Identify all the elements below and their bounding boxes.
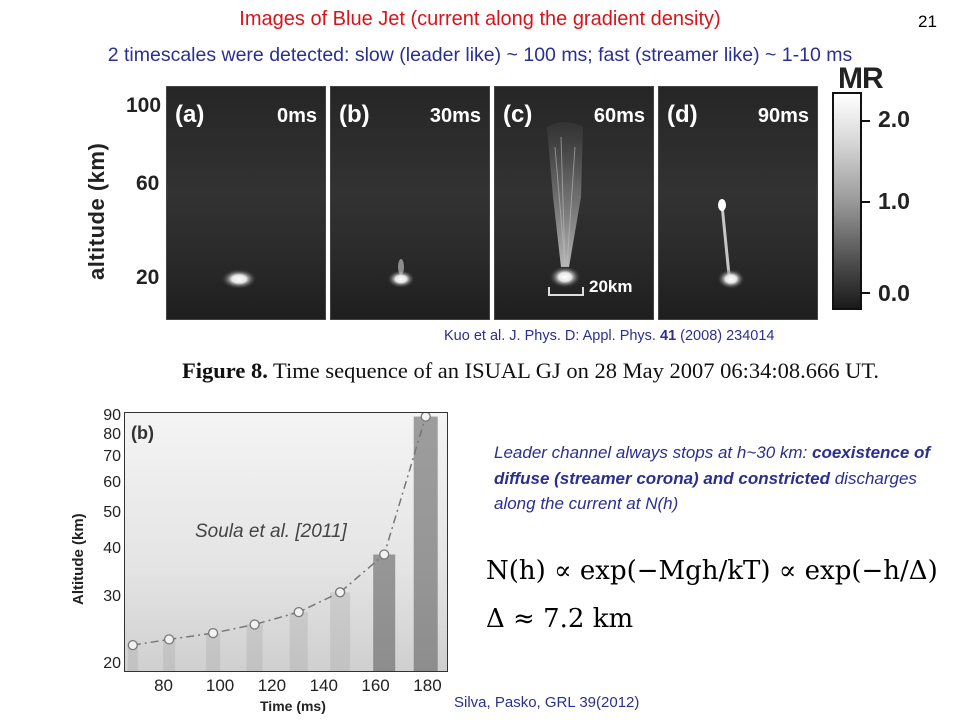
soula-x-tick: 160 — [361, 676, 390, 695]
slide-subtitle: 2 timescales were detected: slow (leader… — [107, 44, 853, 66]
soula-panel-label: (b) — [131, 423, 154, 443]
panel-label: (d) — [667, 101, 698, 128]
soula-x-tick: 100 — [205, 676, 235, 695]
soula-streak — [373, 554, 396, 671]
soula-y-tick: 30 — [103, 587, 121, 605]
soula-y-tick: 80 — [103, 426, 121, 443]
colorbar-label: MR — [838, 62, 884, 95]
soula-data-point — [127, 639, 138, 651]
soula-x-tick: 180 — [413, 676, 442, 695]
panel-a-image — [167, 87, 325, 319]
panel-time: 0ms — [276, 105, 317, 127]
soula-streak — [246, 624, 263, 671]
panel-time: 60ms — [593, 105, 645, 127]
silva-citation: Silva, Pasko, GRL 39(2012) — [454, 694, 640, 711]
soula-y-tick: 50 — [103, 503, 121, 521]
soula-streak — [289, 612, 308, 671]
soula-x-axis-label: Time (ms) — [260, 698, 326, 714]
soula-chart-svg — [125, 413, 447, 671]
colorbar-tick-mark — [862, 120, 870, 122]
slide-title: Images of Blue Jet (current along the gr… — [239, 8, 721, 30]
colorbar-tick: 2.0 — [878, 106, 910, 132]
figure8-y-tick: 60 — [136, 172, 160, 195]
figure8-y-axis-label: altitude (km) — [84, 142, 109, 280]
soula-annotation: Soula et al. [2011] — [195, 521, 347, 542]
soula-data-point — [334, 587, 346, 598]
figure8-panel-a: (a) 0ms — [166, 86, 326, 320]
soula-streak — [330, 592, 351, 671]
panel-c-image — [495, 87, 653, 319]
scale-bar-label: 20km — [589, 277, 633, 296]
soula-y-tick: 60 — [103, 473, 121, 491]
panel-time: 90ms — [757, 105, 809, 127]
panel-label: (c) — [503, 101, 533, 128]
slide-number: 21 — [918, 12, 937, 31]
figure8-y-tick: 20 — [136, 266, 160, 289]
soula-data-point — [379, 549, 390, 560]
colorbar-tick: 1.0 — [878, 188, 910, 214]
soula-y-ticks: 90 80 70 60 50 40 30 20 — [92, 407, 124, 672]
soula-x-tick: 120 — [257, 676, 287, 695]
soula-fit-curve — [132, 416, 427, 646]
kuo-citation: Kuo et al. J. Phys. D: Appl. Phys. 41 (2… — [444, 328, 775, 344]
soula-x-tick: 140 — [309, 676, 338, 695]
soula-data-point — [207, 627, 219, 639]
scale-height-formula: Δ ≈ 7.2 km — [486, 604, 634, 634]
soula-y-tick: 40 — [103, 540, 121, 558]
soula-streak — [413, 416, 438, 671]
soula-y-tick: 70 — [103, 448, 121, 465]
figure8-y-tick: 100 — [126, 94, 162, 117]
soula-streaks — [127, 416, 438, 671]
soula-x-ticks: 80 100 120 140 160 180 — [124, 676, 448, 698]
soula-data-point — [293, 606, 304, 618]
figure8-panel-d: (d) 90ms — [658, 86, 818, 320]
soula-y-tick: 20 — [103, 654, 121, 672]
figure8-caption: Figure 8. Time sequence of an ISUAL GJ o… — [182, 358, 880, 383]
colorbar — [832, 92, 862, 310]
figure8-panel-c: (c) 60ms 20km — [494, 86, 654, 320]
panel-label: (a) — [175, 101, 205, 128]
soula-data-point — [420, 413, 431, 422]
soula-y-axis-label: Altitude (km) — [70, 513, 87, 605]
soula-x-tick: 80 — [154, 676, 174, 695]
colorbar-tick: 0.0 — [878, 280, 910, 306]
panel-b-image — [331, 87, 489, 319]
soula-streak — [127, 645, 138, 671]
soula-chart: (b) Soula et al. [2011] — [124, 412, 448, 672]
figure8: altitude (km) 100 60 20 (a) — [84, 62, 910, 383]
soula-y-tick: 90 — [103, 406, 121, 424]
colorbar-tick-mark — [862, 292, 870, 294]
soula-data-point — [249, 619, 260, 630]
leader-channel-text: Leader channel always stops at h~30 km: … — [494, 443, 931, 513]
panel-label: (b) — [339, 101, 370, 128]
colorbar-tick-mark — [862, 201, 870, 203]
density-formula: N(h) ∝ exp(−Mgh/kT) ∝ exp(−h/Δ) — [486, 556, 938, 586]
soula-streak — [206, 633, 221, 671]
panel-time: 30ms — [429, 105, 481, 127]
figure8-panel-b: (b) 30ms — [330, 86, 490, 320]
soula-streak — [163, 639, 176, 671]
panel-d-image — [659, 87, 817, 319]
soula-data-point — [163, 634, 175, 645]
